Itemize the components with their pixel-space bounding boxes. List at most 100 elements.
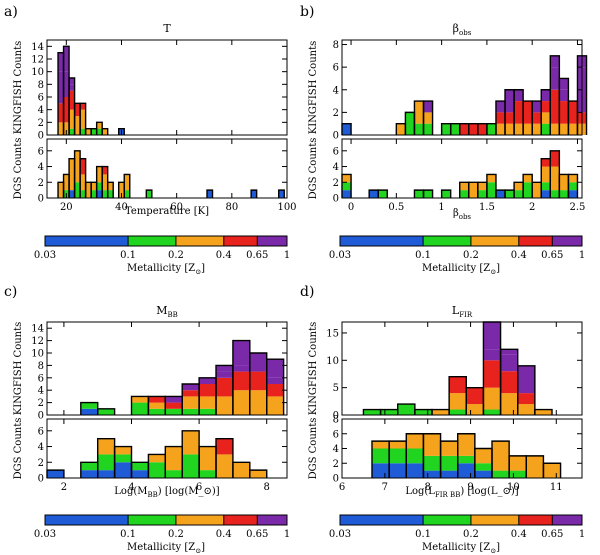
bar-segment: [423, 470, 441, 478]
bar-segment: [249, 390, 267, 415]
colorbar-tick-label: 0.1: [415, 250, 431, 261]
y-tick-label: 4: [38, 105, 44, 116]
y-tick-label: 10: [31, 67, 44, 78]
bar-segment: [550, 190, 560, 198]
colorbar-tick-label: 0.65: [541, 250, 563, 261]
colorbar-tick-label: 0.4: [511, 529, 527, 540]
colorbar-segment: [518, 236, 553, 246]
bar-segment: [342, 123, 352, 135]
bar-segment: [342, 174, 352, 183]
bar-segment: [559, 174, 569, 191]
panel-letter: a): [4, 4, 18, 20]
bar-segment: [69, 78, 75, 85]
bin-outline: [123, 173, 131, 198]
colorbar-segment: [552, 515, 582, 525]
bar-segment: [468, 182, 478, 198]
y-tick-label: 2: [38, 178, 44, 189]
bar-segment: [459, 182, 469, 191]
bottom-histogram: 0 2 4 6 8 DGS Counts: [308, 415, 583, 485]
y-tick-label: 6: [38, 93, 44, 104]
bar-segment: [559, 190, 569, 198]
x-tick-label: 7: [382, 482, 388, 493]
y-tick-label: 6: [333, 429, 339, 440]
x-tick-label: 6: [196, 482, 202, 493]
bar-segment: [249, 353, 267, 372]
bar-segment: [523, 182, 533, 198]
y-tick-label: 6: [38, 426, 44, 437]
bar-segment: [500, 354, 518, 372]
bar-segment: [541, 190, 551, 198]
x-tick-label: 4: [128, 482, 134, 493]
bar-segment: [102, 190, 108, 198]
bar-segment: [523, 123, 533, 135]
bar-segment: [541, 101, 551, 113]
bar-segment: [97, 470, 115, 478]
bar-segment: [474, 448, 492, 464]
bar-segment: [505, 112, 515, 124]
x-tick-label: 8: [425, 482, 431, 493]
top-y-label: KINGFISH Counts: [308, 41, 319, 135]
x-tick-label: 8: [264, 482, 270, 493]
y-tick-label: 4: [38, 162, 44, 173]
bar-segment: [148, 408, 166, 415]
bar-segment: [389, 463, 407, 478]
y-tick-label: 4: [38, 442, 44, 453]
bar-segment: [550, 89, 560, 124]
bar-segment: [80, 402, 98, 409]
panel-2: b) βobs 0 2 4 6 8 KINGFISH Counts 0 2 4 6 DGS Counts…: [300, 4, 588, 276]
bar-segment: [389, 448, 407, 464]
bar-segment: [568, 123, 578, 135]
y-tick-label: 0: [333, 131, 339, 142]
bar-segment: [396, 123, 406, 135]
colorbar-tick-label: 0.2: [168, 529, 184, 540]
x-tick-label: 6: [339, 482, 345, 493]
colorbar-tick-label: 0.03: [34, 529, 56, 540]
bar-segment: [559, 123, 569, 135]
metallicity-colorbar: 0.03 0.1 0.2 0.4 0.65 1 Metallicity [Z⊙]: [34, 514, 290, 555]
bar-segment: [232, 390, 250, 415]
bar-segment: [63, 46, 70, 72]
bar-segment: [568, 182, 578, 191]
y-tick-label: 14: [31, 324, 44, 335]
bar-segment: [495, 112, 506, 124]
panel-title: T: [163, 22, 171, 35]
x-axis-label: Log(LFIR BB) [log(L_⊙)]: [405, 486, 518, 499]
bar-segment: [216, 438, 233, 455]
x-axis-label: βobs: [453, 208, 471, 221]
bar-segment: [541, 166, 551, 183]
bottom-y-label: DGS Counts: [13, 418, 24, 480]
y-tick-label: 2: [333, 108, 339, 119]
colorbar-segment: [175, 515, 224, 525]
colorbar-segment: [223, 236, 258, 246]
bar-segment: [450, 123, 460, 135]
y-tick-label: 5: [333, 383, 339, 394]
bar-segment: [380, 409, 398, 415]
bar-segment: [441, 190, 451, 198]
bar-segment: [406, 433, 424, 449]
bar-segment: [58, 182, 64, 198]
bar-segment: [278, 190, 285, 198]
bin-outline: [422, 189, 434, 198]
x-tick-label: 10: [507, 482, 520, 493]
bottom-y-label: DGS Counts: [13, 138, 24, 200]
x-tick-label: 9: [467, 482, 473, 493]
bottom-histogram: 0 2 4 6 DGS Counts: [13, 138, 288, 205]
bar-segment: [80, 174, 86, 191]
bar-segment: [69, 84, 75, 91]
bin-outline: [422, 100, 434, 135]
bar-segment: [266, 359, 284, 378]
bar-segment: [102, 128, 108, 135]
bar-segment: [500, 371, 518, 394]
bar-segment: [568, 174, 578, 183]
bar-segment: [483, 322, 501, 350]
bar-segment: [96, 128, 103, 135]
bin-outline: [101, 127, 109, 135]
y-tick-label: 12: [31, 336, 44, 347]
bin-outline: [206, 189, 214, 198]
bar-segment: [423, 433, 441, 456]
bottom-axes-frame: [46, 418, 288, 479]
bar-segment: [486, 174, 496, 183]
bar-segment: [495, 123, 506, 135]
bar-segment: [459, 190, 469, 198]
x-tick-label: 2.5: [570, 202, 586, 213]
